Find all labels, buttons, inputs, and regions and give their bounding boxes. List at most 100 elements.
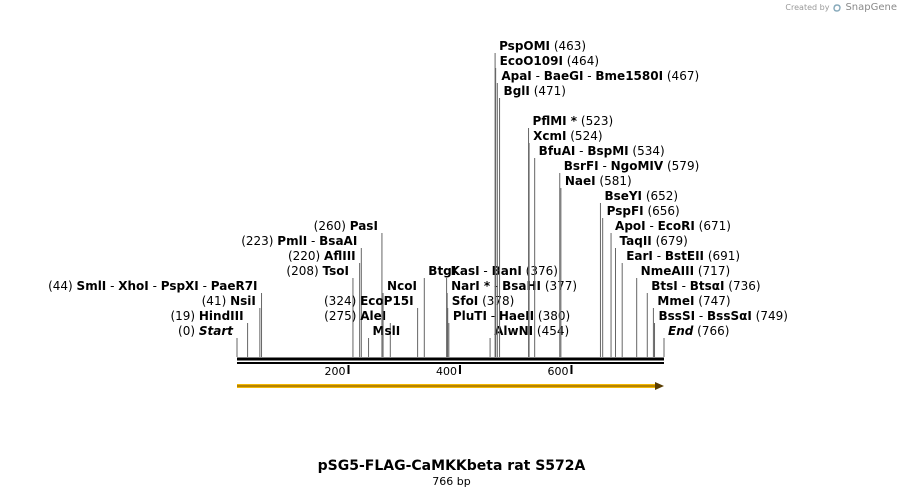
cut-site-position: (454): [533, 324, 569, 338]
cut-site-position: (208): [286, 264, 322, 278]
cut-site[interactable]: AlwNI (454): [489, 324, 569, 357]
cut-site-position: (691): [704, 249, 740, 263]
cut-site-label: BseYI (652): [604, 189, 678, 203]
cut-site-position: (324): [324, 294, 360, 308]
cut-site-label: KasI - BanI (376): [451, 264, 558, 278]
enzyme-name: EcoRI: [658, 219, 695, 233]
cut-site[interactable]: (208) TsoI: [286, 264, 354, 357]
enzyme-name: BssSαI: [707, 309, 752, 323]
cut-site[interactable]: BsrFI - NgoMIV (579): [559, 159, 700, 357]
cut-site[interactable]: (0) Start: [178, 324, 238, 357]
enzyme-name: BstEII: [665, 249, 704, 263]
cut-site[interactable]: (220) AflIII: [288, 249, 361, 357]
cut-site[interactable]: SfoI (378): [447, 294, 515, 357]
enzyme-name: BseYI: [604, 189, 642, 203]
cut-site-position: (766): [693, 324, 729, 338]
cut-site-label: BtsI - BtsαI (736): [651, 279, 760, 293]
cut-site-position: (717): [694, 264, 730, 278]
enzyme-name: PaeR7I: [211, 279, 258, 293]
cut-site[interactable]: EcoO109I (464): [495, 54, 599, 357]
enzyme-name: ApaI: [501, 69, 531, 83]
enzyme-name: NmeAIII: [641, 264, 694, 278]
enzyme-name: TsoI: [322, 264, 348, 278]
cut-site[interactable]: MslI: [368, 324, 401, 357]
cut-site-position: (380): [534, 309, 570, 323]
cut-site[interactable]: PspFI (656): [602, 204, 680, 357]
cut-site-position: (44): [48, 279, 76, 293]
cut-site[interactable]: TaqII (679): [615, 234, 688, 357]
cut-site[interactable]: End (766): [663, 324, 729, 357]
cut-site[interactable]: EarI - BstEII (691): [621, 249, 740, 357]
cut-site-position: (223): [241, 234, 277, 248]
cut-site[interactable]: BfuAI - BspMI (534): [534, 144, 665, 357]
cut-site-label: (41) NsiI: [202, 294, 256, 308]
cut-site-label: ApoI - EcoRI (671): [615, 219, 731, 233]
enzyme-name: SfoI: [452, 294, 479, 308]
cut-site[interactable]: NaeI (581): [560, 174, 632, 357]
cut-site[interactable]: BseYI (652): [599, 189, 678, 357]
enzyme-name: PspFI: [607, 204, 644, 218]
enzyme-name: HindIII: [199, 309, 244, 323]
cut-site-position: (220): [288, 249, 324, 263]
cut-site[interactable]: BtgI: [423, 264, 456, 357]
snapgene-logo-icon: [833, 3, 842, 12]
enzyme-name: KasI: [451, 264, 480, 278]
cut-site[interactable]: (44) SmlI - XhoI - PspXI - PaeR7I: [48, 279, 263, 357]
cut-site[interactable]: (324) EcoP15I: [324, 294, 419, 357]
enzyme-name: PasI: [350, 219, 378, 233]
cut-site-position: (747): [694, 294, 730, 308]
cut-site-label: BtgI: [428, 264, 456, 278]
cut-site-position: (19): [170, 309, 198, 323]
cut-site[interactable]: NmeAIII (717): [636, 264, 730, 357]
cut-site[interactable]: BglI (471): [499, 84, 566, 357]
cut-site-label: ApaI - BaeGI - Bme1580I (467): [501, 69, 699, 83]
enzyme-name: AflIII: [324, 249, 356, 263]
enzyme-name: BsrFI: [564, 159, 599, 173]
cut-site[interactable]: (223) PmlI - BsaAI: [241, 234, 362, 357]
enzyme-name: ApoI: [615, 219, 646, 233]
cut-site[interactable]: MmeI (747): [652, 294, 731, 357]
enzyme-name: End: [668, 324, 694, 338]
cut-site-position: (463): [550, 39, 586, 53]
enzyme-name: BtsαI: [690, 279, 725, 293]
enzyme-name: BssSI: [659, 309, 696, 323]
cut-site-label: NmeAIII (717): [641, 264, 730, 278]
enzyme-name: NcoI: [387, 279, 417, 293]
cut-site[interactable]: BssSI - BssSαI (749): [654, 309, 788, 357]
enzyme-name: NsiI: [230, 294, 256, 308]
cut-site[interactable]: PflMI * (523): [528, 114, 614, 357]
cut-site-label: End (766): [668, 324, 729, 338]
cut-site[interactable]: PspOMI (463): [494, 39, 586, 357]
cut-site-position: (275): [324, 309, 360, 323]
cut-site-label: (19) HindIII: [170, 309, 243, 323]
cut-site-label: NaeI (581): [565, 174, 632, 188]
cut-site[interactable]: (275) AleI: [324, 309, 391, 357]
plasmid-title: pSG5-FLAG-CaMKKbeta rat S572A: [317, 458, 586, 474]
cut-site-label: (208) TsoI: [286, 264, 349, 278]
cut-site-label: BglI (471): [504, 84, 566, 98]
cut-site[interactable]: ApaI - BaeGI - Bme1580I (467): [496, 69, 699, 357]
cut-site[interactable]: BtsI - BtsαI (736): [646, 279, 761, 357]
cut-site-position: (376): [522, 264, 558, 278]
cut-site-position: (581): [596, 174, 632, 188]
cut-site-label: (0) Start: [178, 324, 234, 338]
cut-site[interactable]: NcoI: [382, 279, 417, 357]
cut-site[interactable]: (19) HindIII: [170, 309, 249, 357]
cut-site[interactable]: (260) PasI: [314, 219, 383, 357]
cut-site-position: (377): [541, 279, 577, 293]
cut-site[interactable]: ApoI - EcoRI (671): [610, 219, 731, 357]
cut-site[interactable]: XcmI (524): [528, 129, 603, 357]
cut-site-position: (534): [629, 144, 665, 158]
cut-site[interactable]: (41) NsiI: [202, 294, 261, 357]
enzyme-name: SmlI: [77, 279, 107, 293]
cut-site-label: BsrFI - NgoMIV (579): [564, 159, 700, 173]
enzyme-name: AlwNI: [494, 324, 533, 338]
cut-site-label: NarI * - BsaHI (377): [451, 279, 577, 293]
enzyme-name: NarI *: [451, 279, 491, 293]
cut-site-label: PspFI (656): [607, 204, 680, 218]
enzyme-name: EarI: [626, 249, 653, 263]
cut-site-position: (0): [178, 324, 199, 338]
enzyme-name: BtgI: [428, 264, 456, 278]
enzyme-name: AleI: [360, 309, 386, 323]
cut-site-position: (656): [644, 204, 680, 218]
